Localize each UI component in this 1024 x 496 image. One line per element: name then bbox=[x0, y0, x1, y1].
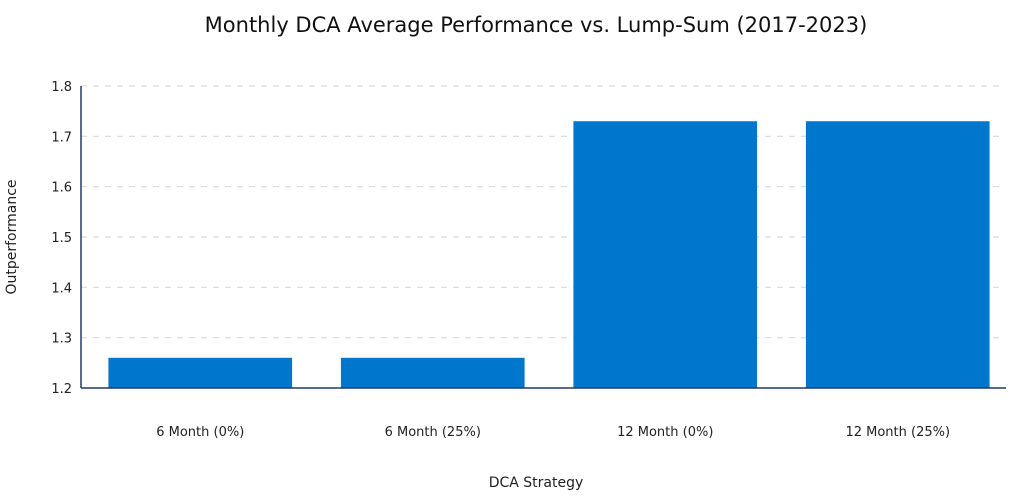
bar[interactable] bbox=[805, 121, 990, 388]
bar[interactable] bbox=[573, 121, 758, 388]
y-tick-label: 1.7 bbox=[51, 130, 72, 145]
y-axis-ticks: 1.2 1.3 1.4 1.5 1.6 1.7 1.8 bbox=[51, 80, 72, 397]
y-tick-label: 1.4 bbox=[51, 281, 72, 296]
bars bbox=[108, 121, 990, 388]
y-tick-label: 1.2 bbox=[51, 382, 72, 397]
y-tick-label: 1.6 bbox=[51, 181, 72, 196]
x-tick-label: 6 Month (0%) bbox=[156, 425, 244, 440]
bar[interactable] bbox=[340, 357, 525, 388]
x-axis-label: DCA Strategy bbox=[489, 475, 584, 491]
bar[interactable] bbox=[108, 357, 293, 388]
y-axis-label: Outperformance bbox=[4, 179, 20, 294]
chart-title: Monthly DCA Average Performance vs. Lump… bbox=[205, 13, 868, 37]
y-tick-label: 1.8 bbox=[51, 80, 72, 95]
x-tick-label: 12 Month (25%) bbox=[845, 425, 950, 440]
x-tick-label: 6 Month (25%) bbox=[385, 425, 481, 440]
x-axis-ticks: 6 Month (0%) 6 Month (25%) 12 Month (0%) 12… bbox=[156, 425, 950, 440]
y-tick-label: 1.5 bbox=[51, 231, 72, 246]
x-tick-label: 12 Month (0%) bbox=[617, 425, 713, 440]
grid-lines bbox=[81, 85, 1000, 339]
y-tick-label: 1.3 bbox=[51, 332, 72, 347]
